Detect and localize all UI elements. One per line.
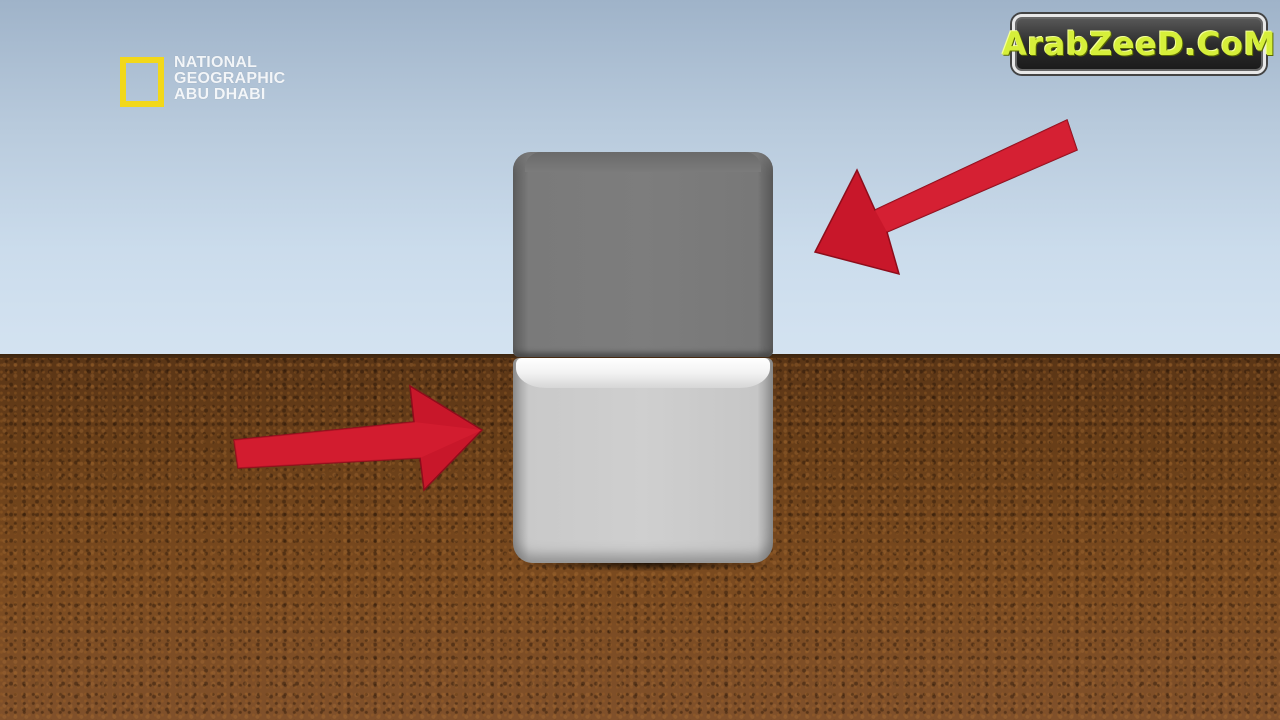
red-arrow-upper-icon	[813, 118, 1078, 276]
logo-line-2: GEOGRAPHIC	[174, 70, 286, 87]
watermark-text: ArabZeeD.CoM	[1002, 25, 1276, 63]
top-box-cap	[525, 152, 761, 172]
channel-logo-text: NATIONAL GEOGRAPHIC ABU DHABI	[174, 55, 285, 103]
logo-line-3: ABU DHABI	[174, 86, 266, 103]
site-watermark: ArabZeeD.CoM	[1002, 14, 1275, 74]
top-dark-box	[513, 152, 773, 357]
red-arrow-lower-icon	[233, 384, 484, 492]
yellow-frame-icon	[120, 57, 164, 107]
channel-logo: NATIONAL GEOGRAPHIC ABU DHABI	[120, 55, 285, 107]
logo-line-1: NATIONAL	[174, 54, 258, 71]
bottom-light-box	[513, 358, 773, 563]
bottom-box-highlight	[516, 358, 770, 388]
